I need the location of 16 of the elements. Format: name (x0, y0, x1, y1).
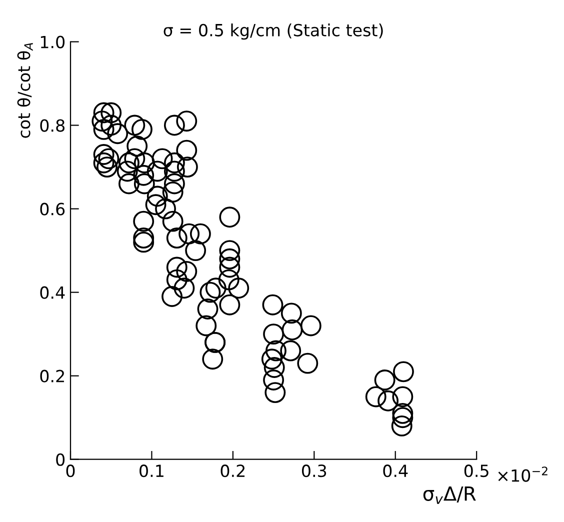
y-tick-label: 0.8 (40, 119, 64, 132)
y-tick-label: 0 (56, 453, 65, 466)
y-tick-label: 0.2 (40, 370, 64, 382)
chart-title: σ = 0.5 kg/cm (Static test) (164, 24, 383, 40)
x-tick-label: 0.1 (140, 464, 164, 478)
x-tick-label: 0.2 (220, 464, 245, 478)
x-axis-title: σ$_{v}$Δ/R (423, 486, 476, 504)
y-tick-label: 0.4 (40, 286, 65, 299)
y-tick-label: 0.6 (40, 202, 65, 216)
y-tick-label: 1.0 (40, 36, 65, 48)
x-tick-label: 0.5 (464, 464, 488, 478)
x-tick-label: 0 (66, 464, 75, 478)
y-axis-title: cot θ/cot θ$_{A}$ (17, 43, 33, 138)
x-tick-label: 0.3 (302, 464, 326, 478)
x-tick-label: 0.4 (383, 464, 408, 478)
text: ×10$^{−2}$ (498, 466, 548, 482)
